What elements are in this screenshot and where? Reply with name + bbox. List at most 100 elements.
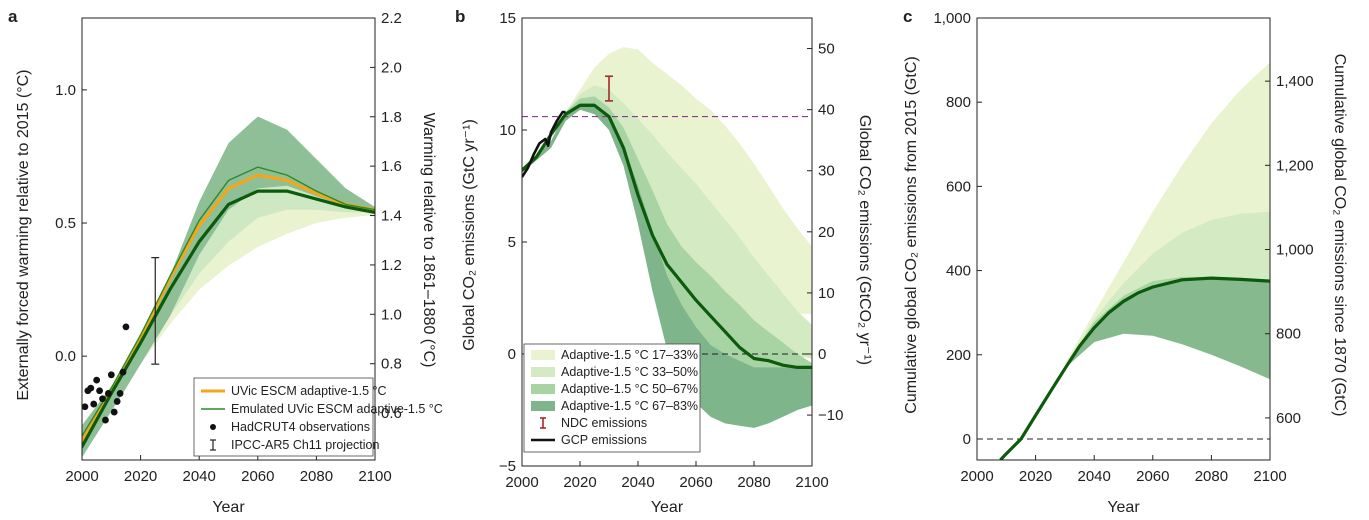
y-right-tick-label: 40 <box>818 102 835 119</box>
y-right-tick-label: 20 <box>818 224 835 241</box>
y-tick-label: 800 <box>946 94 971 111</box>
plot-area <box>522 47 812 428</box>
y-right-tick-label: 50 <box>818 41 835 58</box>
observation-point <box>87 384 95 392</box>
y-axis-label: Global CO₂ emissions (GtC yr⁻¹) <box>461 119 478 351</box>
y-tick-label: 0.0 <box>55 348 76 365</box>
y-right-tick-label: 1.4 <box>381 208 402 225</box>
legend-entry: UVic ESCM adaptive-1.5 °C <box>231 384 387 398</box>
y-right-tick-label: 30 <box>818 163 835 180</box>
legend-entry: Adaptive-1.5 °C 50–67% <box>561 382 698 396</box>
legend-entry: Emulated UVic ESCM adaptive-1.5 °C <box>231 402 443 416</box>
x-tick-label: 2080 <box>1195 468 1228 485</box>
panel-label: a <box>8 7 18 26</box>
y-tick-label: 0 <box>508 346 516 363</box>
x-tick-label: 2080 <box>737 474 770 491</box>
legend-swatch <box>531 384 555 394</box>
y-tick-label: 0.5 <box>55 215 76 232</box>
x-tick-label: 2100 <box>795 474 828 491</box>
x-tick-label: 2040 <box>1078 468 1111 485</box>
observation-point <box>93 376 101 384</box>
x-tick-label: 2000 <box>65 468 98 485</box>
x-axis-label: Year <box>212 499 245 516</box>
y-right-tick-label: 1.6 <box>381 158 402 175</box>
observation-point <box>102 416 109 424</box>
y-right-tick-label: 1,000 <box>1276 242 1314 259</box>
panel-b: 2000 2020 2040 2060 2080 2100−5051015−1001020… <box>455 7 873 516</box>
y-right-axis-label: Global CO₂ emissions (GtCO₂ yr⁻¹) <box>856 115 873 365</box>
panel-c: 2000 2020 2040 2060 2080 2100 0 200 400 600 800 1,0… <box>903 7 1348 516</box>
legend-entry: IPCC-AR5 Ch11 projection <box>231 438 379 452</box>
observation-point <box>113 398 121 405</box>
observation-point <box>99 395 106 403</box>
uncertainty-band <box>522 96 812 411</box>
x-tick-label: 2080 <box>300 468 333 485</box>
x-tick-label: 2060 <box>1136 468 1169 485</box>
observation-point <box>116 390 124 397</box>
y-right-tick-label: 0.6 <box>381 405 402 422</box>
y-right-tick-label: 10 <box>818 285 835 302</box>
y-tick-label: 200 <box>946 347 971 364</box>
x-tick-label: 2100 <box>358 468 391 485</box>
legend-entry: Adaptive-1.5 °C 33–50% <box>561 365 698 379</box>
y-right-tick-label: 600 <box>1276 410 1301 427</box>
observation-point <box>90 400 98 408</box>
y-right-tick-label: 1.0 <box>381 306 402 323</box>
y-tick-label: −5 <box>499 458 516 475</box>
x-tick-label: 2100 <box>1253 468 1286 485</box>
observation-point <box>107 371 115 379</box>
x-tick-label: 2020 <box>563 474 596 491</box>
y-right-tick-label: 1,400 <box>1276 73 1314 90</box>
x-tick-label: 2040 <box>183 468 216 485</box>
y-right-tick-label: 1.2 <box>381 257 402 274</box>
observation-point <box>119 368 127 376</box>
plot-frame <box>976 17 1271 461</box>
legend-swatch <box>531 401 555 411</box>
uncertainty-band <box>522 103 812 428</box>
legend-entry: HadCRUT4 observations <box>231 420 370 434</box>
series-line <box>82 166 375 437</box>
observation-point <box>82 403 89 411</box>
x-tick-label: 2040 <box>621 474 654 491</box>
observation-point <box>104 390 112 397</box>
uncertainty-band <box>82 116 375 458</box>
x-axis-label: Year <box>651 499 684 516</box>
series-line <box>522 103 812 369</box>
x-tick-label: 2020 <box>124 468 157 485</box>
y-tick-label: 600 <box>946 178 971 195</box>
y-right-axis-label: Warming relative to 1861–1880 (°C) <box>420 113 437 368</box>
legend-swatch <box>531 350 555 360</box>
plot-frame <box>81 17 376 461</box>
legend: Adaptive-1.5 °C 17–33% Adaptive-1.5 °C 33… <box>523 343 701 453</box>
uncertainty-band <box>1064 62 1270 368</box>
panel-label: b <box>455 7 465 26</box>
legend: UVic ESCM adaptive-1.5 °C Emulated UVic E… <box>193 377 443 457</box>
x-tick-label: 2000 <box>960 468 993 485</box>
observation-point <box>122 323 130 331</box>
legend-entry: Adaptive-1.5 °C 17–33% <box>561 348 698 362</box>
panel-label: c <box>903 7 912 26</box>
y-right-tick-label: 1,200 <box>1276 157 1314 174</box>
y-tick-label: 1,000 <box>933 10 971 27</box>
y-right-tick-label: 800 <box>1276 326 1301 343</box>
y-right-tick-label: 0.8 <box>381 356 402 373</box>
series-line <box>999 276 1270 460</box>
x-axis-label: Year <box>1107 499 1140 516</box>
y-right-tick-label: 1.8 <box>381 109 402 126</box>
y-tick-label: 400 <box>946 263 971 280</box>
y-right-tick-label: −10 <box>818 407 843 424</box>
observation-point <box>110 408 118 416</box>
y-right-tick-label: 2.2 <box>381 10 402 27</box>
series-line <box>82 173 375 443</box>
legend-box <box>523 343 701 453</box>
y-right-tick-label: 2.0 <box>381 59 402 76</box>
x-tick-label: 2020 <box>1019 468 1052 485</box>
x-tick-label: 2000 <box>505 474 538 491</box>
y-axis-label: Externally forced warming relative to 20… <box>15 70 32 401</box>
plot-area <box>977 62 1270 460</box>
x-tick-label: 2060 <box>679 474 712 491</box>
legend-swatch <box>210 424 216 430</box>
x-tick-label: 2060 <box>241 468 274 485</box>
y-tick-label: 10 <box>499 122 516 139</box>
legend-entry: NDC emissions <box>561 416 647 430</box>
